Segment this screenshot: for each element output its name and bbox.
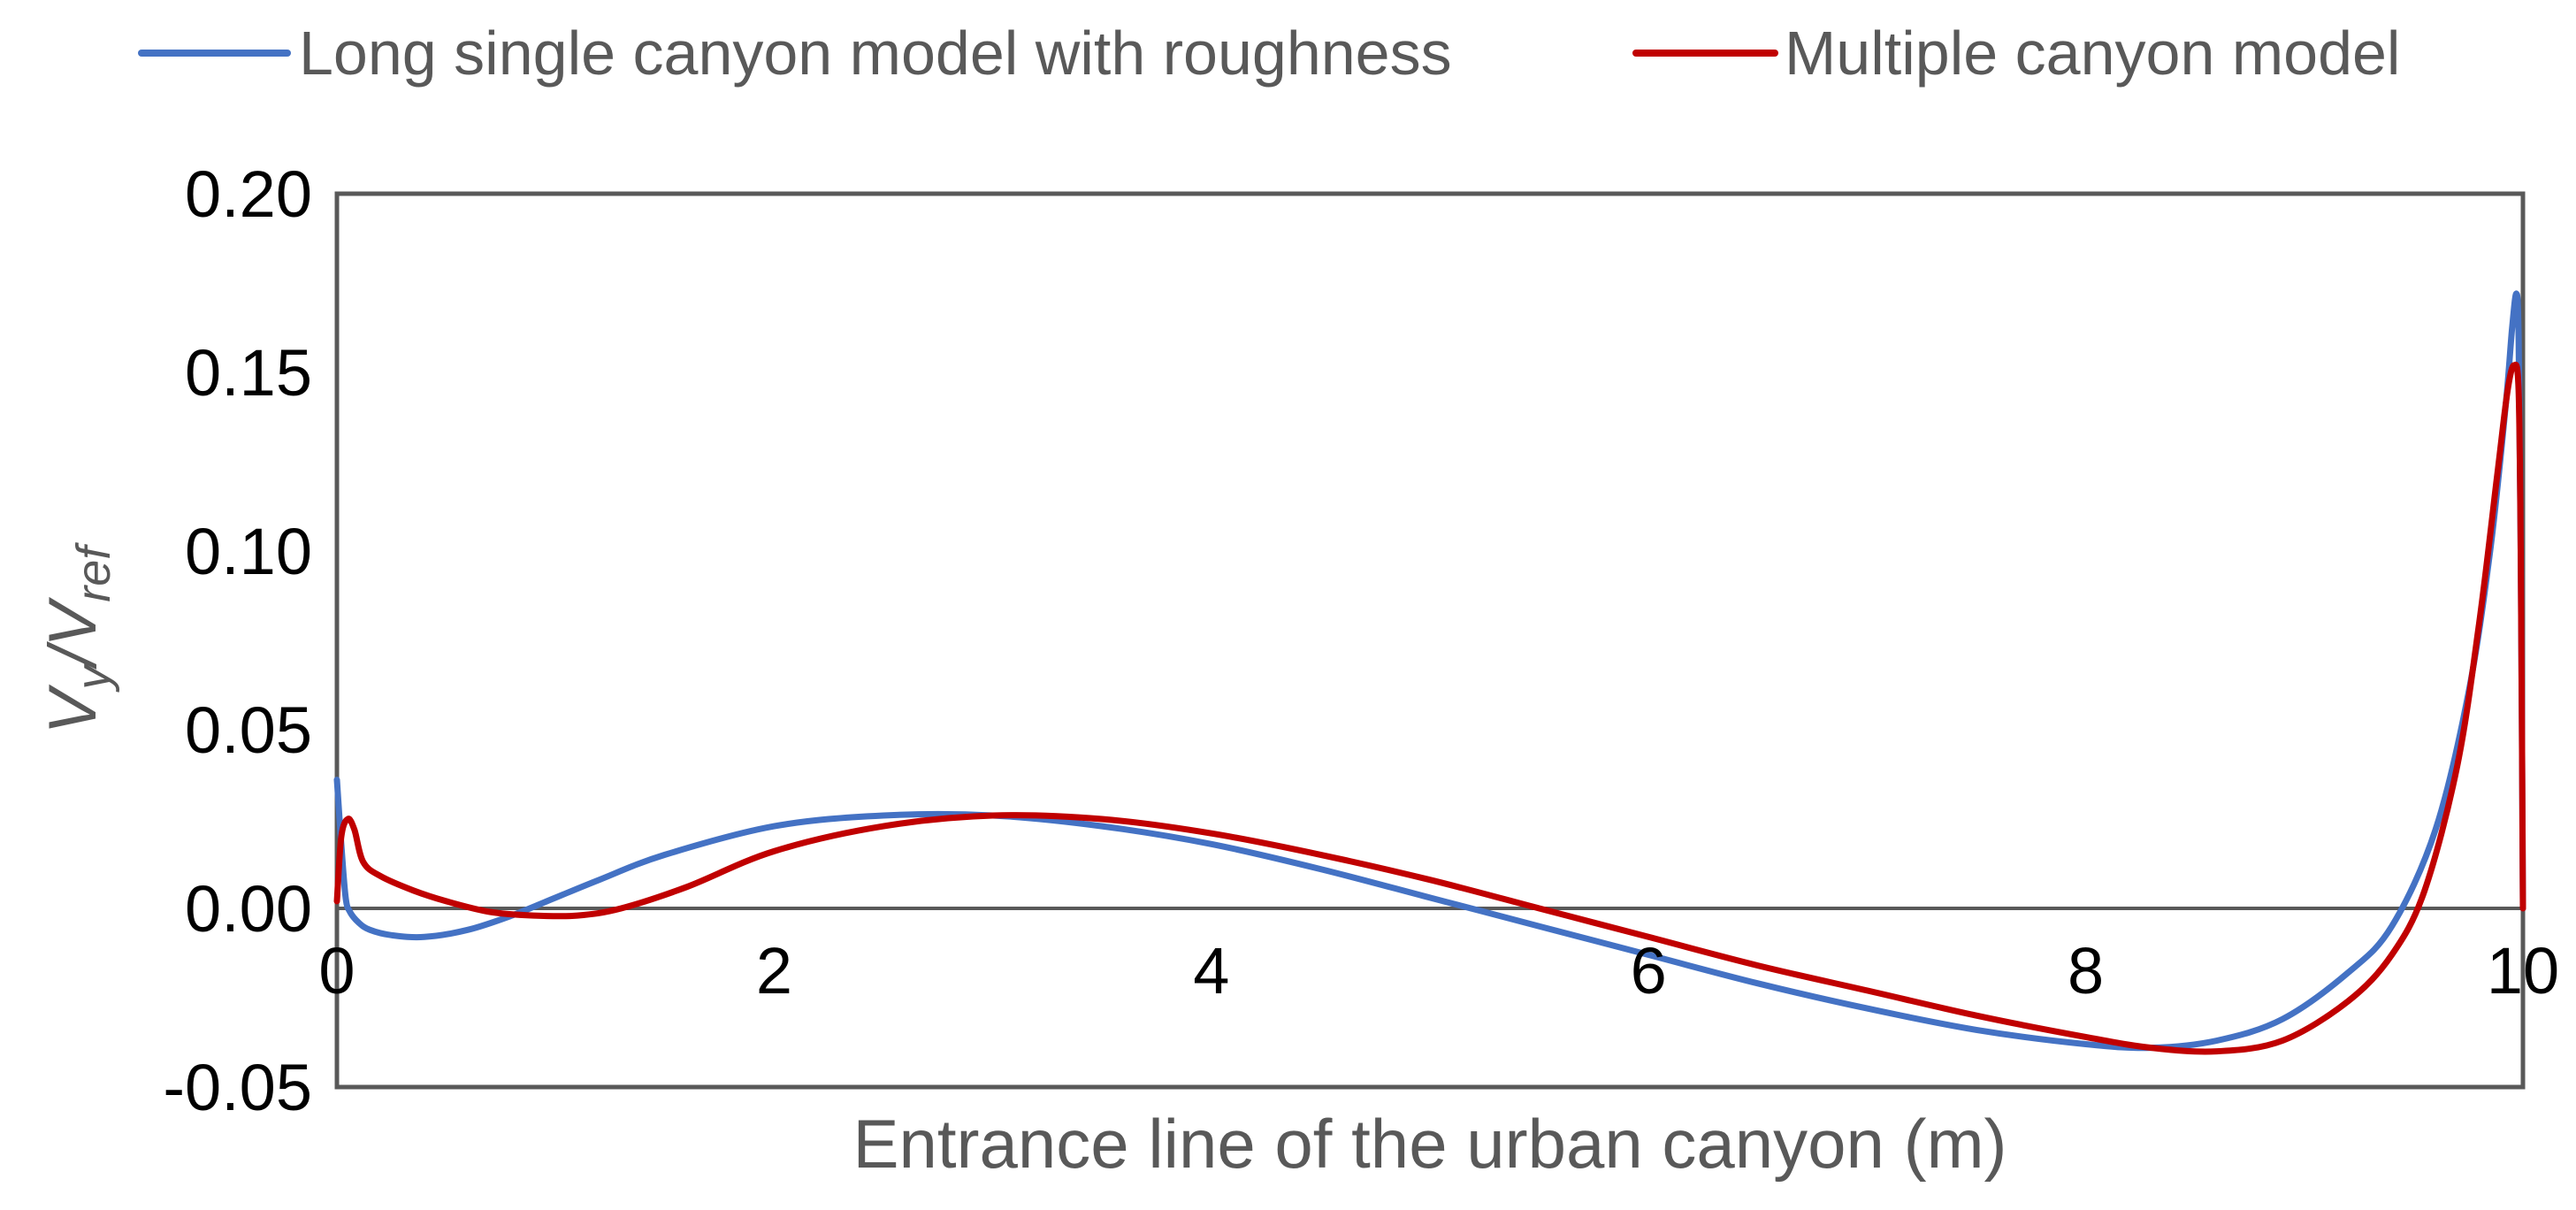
y-axis-title: Vy/Vref <box>35 542 120 735</box>
x-tick-label: 0 <box>318 934 355 1007</box>
y-tick-label: 0.00 <box>185 872 312 946</box>
x-tick-label: 6 <box>1631 934 1667 1007</box>
legend: Long single canyon model with roughness … <box>138 19 2400 88</box>
y-tick-label: 0.10 <box>185 515 312 588</box>
y-axis-title-sub2: ref <box>67 542 120 602</box>
x-tick-label: 4 <box>1193 934 1229 1007</box>
x-axis-title: Entrance line of the urban canyon (m) <box>852 1105 2007 1183</box>
y-tick-labels: 0.20 0.15 0.10 0.05 0.00 -0.05 <box>163 157 312 1124</box>
legend-label-series-1: Long single canyon model with roughness <box>299 19 1452 88</box>
series-line-1 <box>333 290 2526 1052</box>
y-tick-label: 0.05 <box>185 693 312 767</box>
x-tick-label: 10 <box>2487 934 2559 1007</box>
series-layer <box>333 290 2526 1055</box>
x-tick-labels: 0 2 4 6 8 10 <box>318 934 2559 1007</box>
series-line-2 <box>333 361 2526 1055</box>
y-tick-label: 0.20 <box>185 157 312 231</box>
y-axis-title-sub1: y <box>67 663 120 693</box>
y-tick-label: -0.05 <box>163 1051 312 1124</box>
x-tick-label: 8 <box>2068 934 2104 1007</box>
y-axis-title-main: V <box>35 684 111 734</box>
y-tick-label: 0.15 <box>185 336 312 410</box>
legend-label-series-2: Multiple canyon model <box>1785 19 2400 88</box>
x-tick-label: 2 <box>756 934 792 1007</box>
y-axis-title-sep: /V <box>35 596 111 670</box>
plot-frame <box>334 191 2526 1090</box>
